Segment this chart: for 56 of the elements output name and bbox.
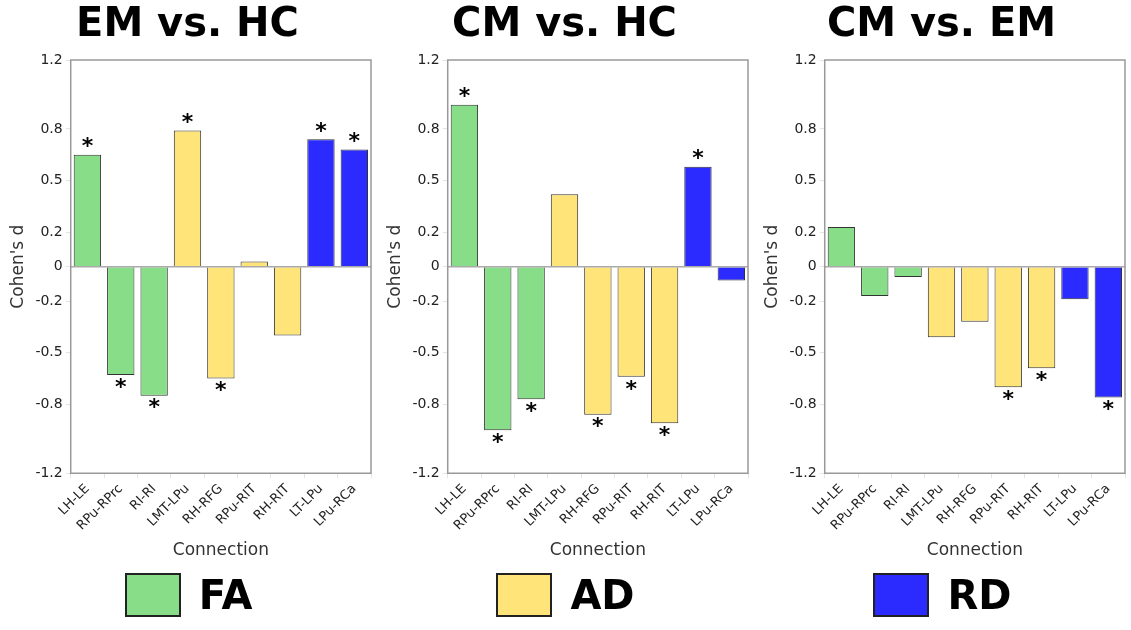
annotation: * — [81, 133, 94, 159]
y-tick-label: 0.2 — [40, 222, 63, 239]
x-axis-title: Connection — [549, 539, 646, 560]
chart-title: CM vs. HC — [452, 0, 677, 46]
y-tick-label: -1.2 — [789, 463, 817, 480]
y-tick-label: 0.2 — [794, 222, 817, 239]
annotation: * — [458, 83, 471, 109]
y-tick-label: -0.5 — [412, 343, 440, 360]
annotation: * — [692, 145, 705, 171]
annotation: * — [315, 117, 328, 143]
y-tick-label: -0.8 — [412, 395, 440, 412]
y-tick-label: 0 — [807, 257, 817, 274]
y-tick-label: 0.5 — [40, 171, 63, 188]
y-tick-label: 1.2 — [40, 50, 63, 67]
y-tick-label: -0.2 — [35, 291, 63, 308]
legend-label: FA — [198, 572, 253, 618]
y-tick-label: 1.2 — [794, 50, 817, 67]
annotation: * — [148, 394, 161, 420]
y-tick-label: 0.5 — [417, 171, 440, 188]
y-tick-label: -0.8 — [35, 395, 63, 412]
annotation: * — [658, 422, 671, 448]
y-tick-label: 0.2 — [417, 222, 440, 239]
y-tick-label: 0.8 — [417, 119, 440, 136]
annotation: * — [592, 413, 605, 439]
y-tick-label: 1.2 — [417, 50, 440, 67]
annotation: * — [1035, 366, 1048, 392]
y-tick-label: -0.2 — [412, 291, 440, 308]
y-tick-label: -1.2 — [412, 463, 440, 480]
y-tick-label: -0.8 — [789, 395, 817, 412]
y-axis-title: Cohen's d — [6, 224, 27, 309]
y-tick-label: -0.5 — [35, 343, 63, 360]
annotation: * — [625, 375, 638, 401]
annotation: * — [525, 397, 538, 423]
annotation: * — [215, 377, 228, 403]
chart-title: EM vs. HC — [76, 0, 299, 46]
y-tick-label: 0 — [53, 257, 63, 274]
x-axis-title: Connection — [926, 539, 1023, 560]
annotation: * — [115, 373, 128, 399]
annotation: * — [1102, 396, 1115, 422]
y-axis-title: Cohen's d — [383, 224, 404, 309]
annotation: * — [348, 128, 361, 154]
y-tick-label: 0.8 — [40, 119, 63, 136]
chart-title: CM vs. EM — [826, 0, 1057, 46]
annotation: * — [1002, 385, 1015, 411]
y-tick-label: -0.2 — [789, 291, 817, 308]
legend-label: RD — [947, 572, 1012, 618]
x-axis-title: Connection — [172, 539, 269, 560]
y-tick-label: -1.2 — [35, 463, 63, 480]
annotation: * — [181, 109, 194, 135]
y-tick-label: 0 — [430, 257, 440, 274]
y-tick-label: 0.5 — [794, 171, 817, 188]
y-axis-title: Cohen's d — [760, 224, 781, 309]
y-tick-label: 0.8 — [794, 119, 817, 136]
annotation: * — [492, 428, 505, 454]
legend-label: AD — [570, 572, 635, 618]
y-tick-label: -0.5 — [789, 343, 817, 360]
